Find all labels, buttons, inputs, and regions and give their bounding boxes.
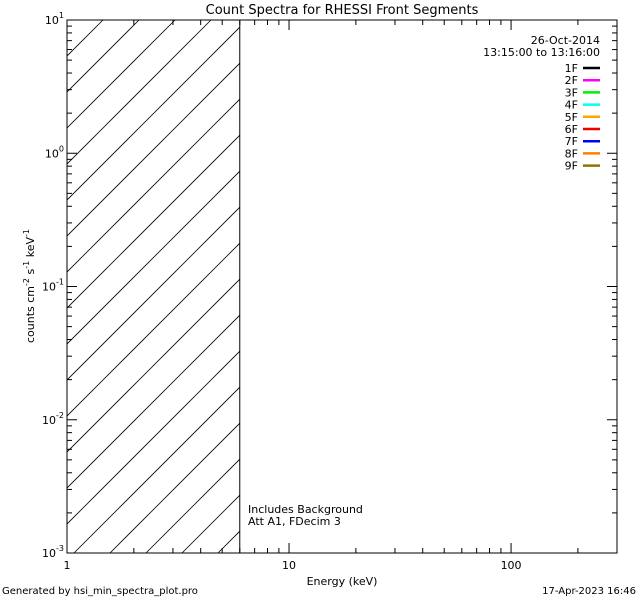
x-axis-label: Energy (keV) xyxy=(307,575,378,588)
legend-label-2F: 2F xyxy=(565,74,578,87)
annotation-attenuator: Att A1, FDecim 3 xyxy=(248,515,341,528)
y-tick-label: 100 xyxy=(45,144,64,160)
x-tick-labels: 1 10 100 xyxy=(64,559,522,572)
chart-title: Count Spectra for RHESSI Front Segments xyxy=(206,3,479,18)
hatch-line xyxy=(145,458,240,553)
hatch-line xyxy=(109,422,240,553)
x-tick-label: 1 xyxy=(64,559,71,572)
hatch-line xyxy=(67,20,176,129)
y-tick-label: 10-3 xyxy=(42,544,64,560)
hatch-line xyxy=(73,386,240,553)
hatched-region xyxy=(67,20,240,553)
x-tick-label: 100 xyxy=(501,559,522,572)
plot-frame xyxy=(66,19,618,554)
legend-label-7F: 7F xyxy=(565,135,578,148)
axis-ticks xyxy=(66,19,618,554)
hatch-line xyxy=(67,350,240,525)
legend-label-6F: 6F xyxy=(565,123,578,136)
legend-label-8F: 8F xyxy=(565,147,578,160)
footer-timestamp: 17-Apr-2023 16:46 xyxy=(542,586,636,597)
annotation-background: Includes Background xyxy=(248,503,363,516)
time-range-label: 13:15:00 to 13:16:00 xyxy=(483,46,600,59)
y-tick-label: 10-1 xyxy=(42,278,64,294)
hatch-line xyxy=(67,242,240,417)
hatch-line xyxy=(67,278,240,453)
hatch-line xyxy=(67,62,240,237)
date-label: 26-Oct-2014 xyxy=(531,34,600,47)
x-tick-label: 10 xyxy=(282,559,296,572)
hatch-line xyxy=(67,314,240,489)
legend-label-4F: 4F xyxy=(565,99,578,112)
legend-label-1F: 1F xyxy=(565,62,578,75)
hatch-line xyxy=(67,206,240,381)
hatch-line xyxy=(67,134,240,309)
hatch-line xyxy=(67,98,240,273)
hatch-line xyxy=(67,20,212,165)
hatch-line xyxy=(67,26,240,201)
legend-label-5F: 5F xyxy=(565,111,578,124)
legend-label-3F: 3F xyxy=(565,86,578,99)
hatch-line xyxy=(67,170,240,345)
y-tick-label: 101 xyxy=(45,11,64,27)
y-axis-label: counts cm-2 s-1 keV-1 xyxy=(22,229,37,343)
y-tick-labels: 101 100 10-1 10-2 10-3 xyxy=(42,11,64,560)
legend-label-9F: 9F xyxy=(565,160,578,173)
y-tick-label: 10-2 xyxy=(42,411,64,427)
footer-generated-by: Generated by hsi_min_spectra_plot.pro xyxy=(2,586,198,597)
